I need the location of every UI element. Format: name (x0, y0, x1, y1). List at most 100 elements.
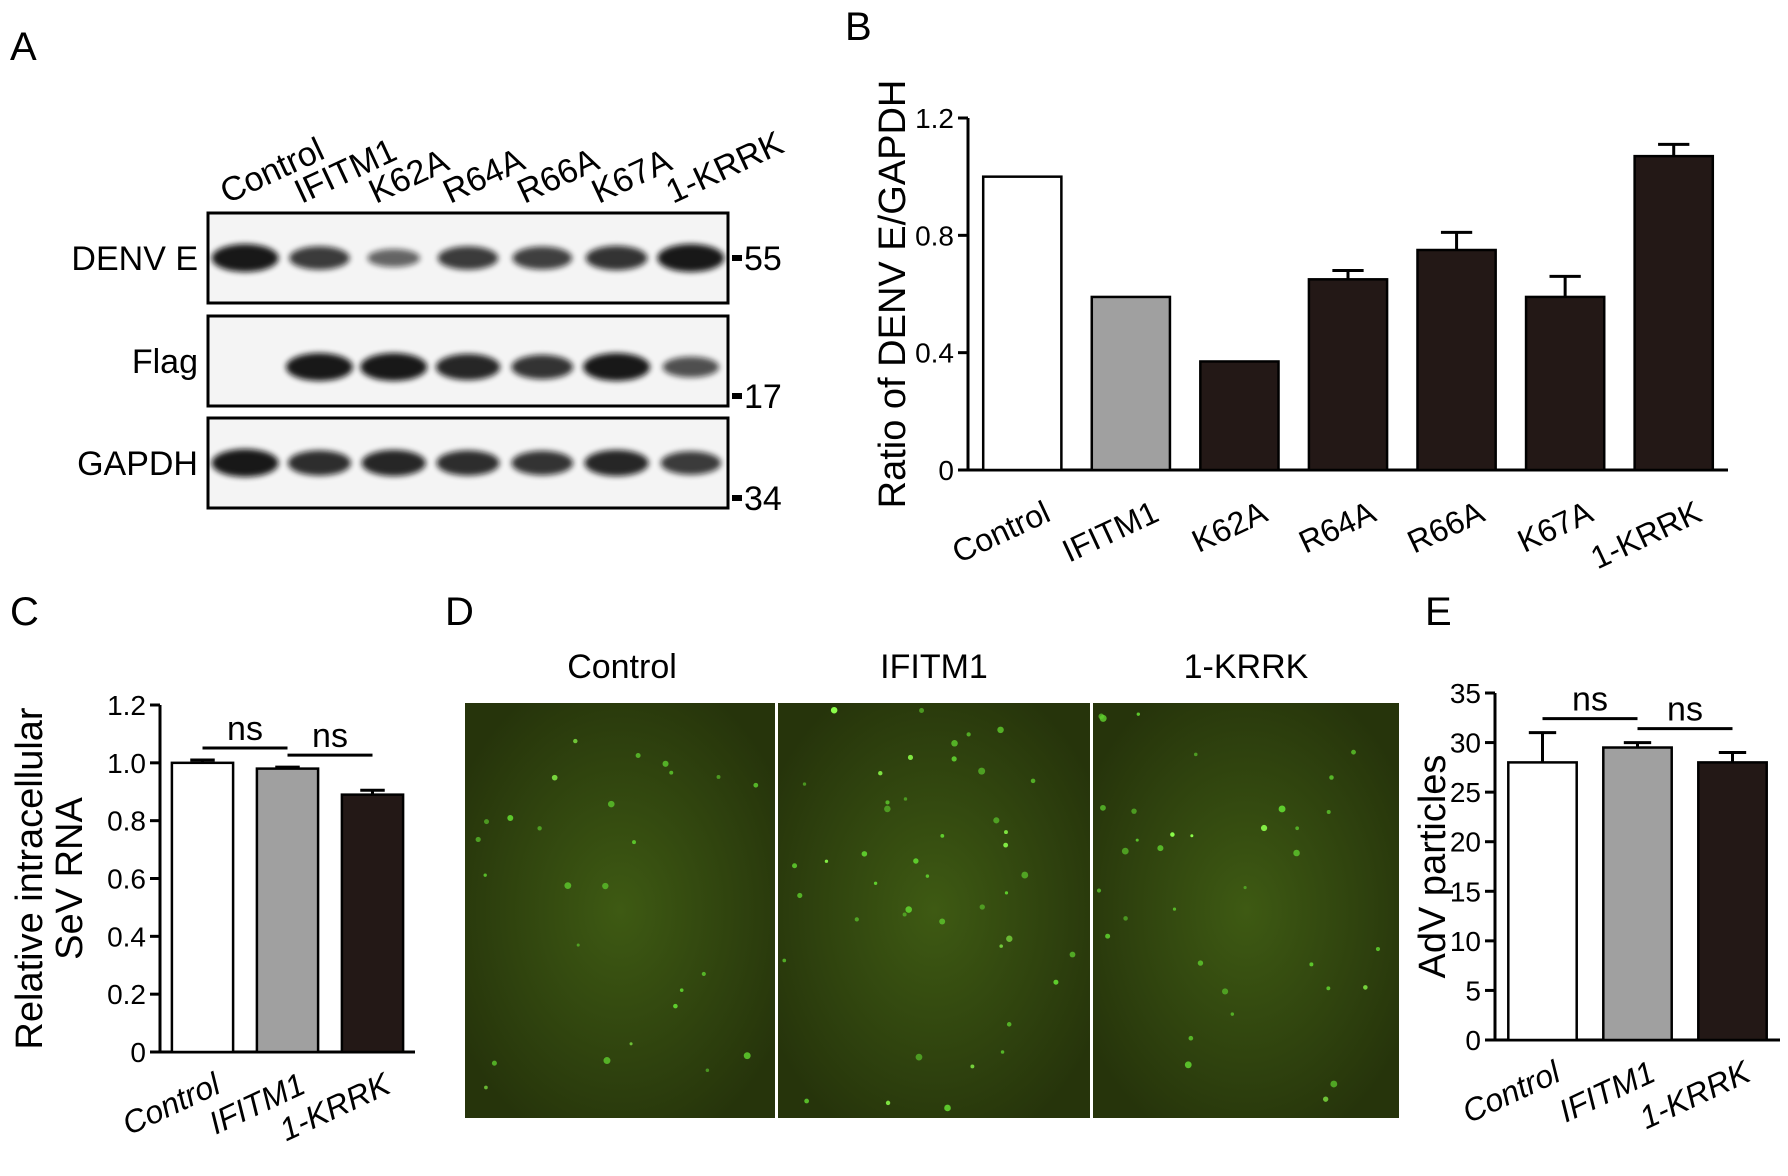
gfp-cell (1006, 935, 1013, 942)
blot-band (436, 450, 500, 476)
gfp-cell (873, 881, 878, 885)
panel-letter-c: C (10, 590, 39, 634)
gfp-cell (804, 1098, 810, 1104)
blot-band (435, 353, 501, 381)
gfp-cell (885, 800, 890, 805)
bar (981, 175, 1063, 472)
gfp-cell (632, 840, 636, 845)
blot-row-label: DENV E (71, 240, 198, 278)
gfp-cell (944, 1104, 951, 1112)
gfp-cell (564, 882, 572, 890)
blot-band (360, 353, 428, 381)
bar (1307, 278, 1389, 472)
y-tick-label: 0.4 (915, 338, 954, 369)
panel-letter-a: A (10, 25, 37, 69)
gfp-cell (475, 836, 481, 843)
y-tick-label: 0.6 (107, 864, 146, 895)
micrograph-title-1-krrk: 1-KRRK (1184, 648, 1309, 686)
gfp-cell (576, 943, 580, 947)
panel-letter-d: D (445, 590, 474, 634)
y-tick-label: 0.8 (915, 220, 954, 251)
gfp-cell (1184, 1061, 1192, 1069)
micrograph-title-ifitm1: IFITM1 (880, 648, 988, 686)
gfp-cell (966, 732, 971, 737)
gfp-cell (491, 1060, 497, 1066)
blot-band (512, 246, 573, 270)
gfp-cell (1278, 805, 1286, 813)
y-tick-label: 25 (1450, 777, 1481, 808)
gfp-cell (907, 754, 914, 761)
gfp-cell (939, 918, 946, 925)
bar (170, 761, 235, 1054)
gfp-cell (925, 874, 930, 878)
blot-band (286, 353, 353, 381)
gfp-cell (1243, 886, 1247, 890)
blot-band (657, 244, 725, 272)
gfp-cell (1021, 871, 1029, 879)
gfp-cell (1326, 986, 1331, 991)
gfp-cell (1123, 916, 1128, 921)
gfp-cell (951, 756, 957, 762)
blot-band (211, 449, 279, 477)
gfp-cell (484, 1085, 488, 1090)
micrograph-control (465, 703, 775, 1118)
panel-letter-e: E (1425, 590, 1452, 634)
blot-band (289, 246, 350, 270)
gfp-cell (1375, 946, 1381, 952)
bar (1524, 295, 1606, 472)
blot-band (511, 354, 574, 380)
micrograph-ifitm1 (778, 703, 1090, 1118)
gfp-cell (753, 782, 759, 788)
y-tick-label: 1.2 (107, 690, 146, 721)
bar (1416, 248, 1497, 472)
gfp-cell (1295, 826, 1300, 831)
x-category-label: Control (117, 1065, 227, 1142)
gfp-cell (716, 775, 721, 779)
blot-band (662, 356, 720, 378)
gfp-cell (997, 726, 1004, 734)
y-tick-label: 1.2 (915, 103, 954, 134)
gfp-cell (913, 858, 919, 864)
gfp-cell (854, 917, 859, 922)
blot-marker-tick (732, 495, 742, 501)
x-category-label: 1-KRRK (1634, 1053, 1757, 1136)
blot-band (437, 246, 499, 270)
y-tick-label: 0.2 (107, 979, 146, 1010)
gfp-cell (669, 770, 674, 775)
x-category-label: IFITM1 (1057, 494, 1164, 569)
bar (255, 767, 320, 1054)
significance-label: ns (1667, 691, 1703, 729)
blot-marker-tick (732, 255, 742, 261)
gfp-cell (1004, 891, 1009, 895)
y-tick-label: 20 (1450, 827, 1481, 858)
panel-letter-b: B (845, 5, 872, 49)
gfp-cell (979, 904, 985, 910)
gfp-cell (1330, 1080, 1338, 1088)
gfp-cell (999, 944, 1003, 948)
gfp-cell (1100, 804, 1106, 811)
bar (1507, 761, 1578, 1042)
gfp-cell (1351, 749, 1356, 755)
gfp-cell (1326, 809, 1331, 814)
gfp-cell (1193, 752, 1198, 757)
y-axis-label: AdV particles (1412, 755, 1454, 979)
gfp-cell (1096, 888, 1102, 893)
bar (1602, 746, 1673, 1042)
blot-lane-label: 1-KRRK (660, 124, 789, 211)
x-category-label: R64A (1293, 493, 1381, 560)
gfp-cell (1157, 845, 1164, 852)
blot-band (660, 451, 722, 475)
bar (1633, 154, 1715, 472)
x-category-label: 1-KRRK (1585, 494, 1707, 576)
y-tick-label: 1.0 (107, 748, 146, 779)
blot-band (287, 450, 351, 476)
gfp-cell (884, 805, 891, 813)
blot-marker-label: 34 (744, 480, 782, 518)
gfp-cell (1260, 824, 1268, 832)
gfp-cell (507, 814, 514, 821)
micrograph-1-krrk (1093, 703, 1399, 1118)
gfp-cell (951, 739, 958, 747)
chart-c: 0 0.2 0.4 0.6 0.8 1.0 1.2 Relative intracellula… (9, 690, 415, 1148)
